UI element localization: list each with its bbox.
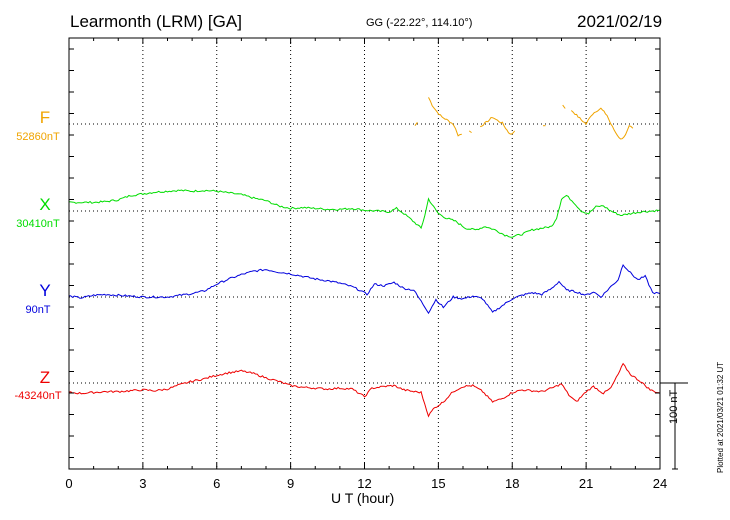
- z-baseline-value: -43240nT: [14, 390, 62, 402]
- x-axis: 0 3 6 9 12 15 18 21 24: [65, 37, 667, 491]
- f-baseline-value: 52860nT: [16, 131, 60, 143]
- grid-lines: [69, 38, 660, 469]
- x-tick-label: 18: [505, 476, 519, 491]
- y-component-trace: [68, 263, 661, 315]
- f-component-trace: [562, 104, 566, 109]
- scale-bar: [660, 382, 688, 470]
- scale-bar-label: 100 nT: [668, 389, 680, 424]
- x-baseline-value: 30410nT: [16, 218, 60, 230]
- x-axis-label: U T (hour): [331, 490, 395, 506]
- x-tick-label: 12: [357, 476, 371, 491]
- z-component-label: Z: [39, 368, 51, 387]
- f-component-trace: [468, 130, 472, 134]
- f-component-trace: [414, 122, 418, 126]
- f-component-label: F: [39, 108, 51, 127]
- x-tick-label: 15: [431, 476, 445, 491]
- x-tick-label: 6: [213, 476, 220, 491]
- x-tick-label: 3: [139, 476, 146, 491]
- station-title: Learmonth (LRM) [GA]: [70, 12, 242, 31]
- station-coordinates: GG (-22.22°, 114.10°): [366, 17, 473, 29]
- f-component-trace: [570, 107, 634, 140]
- plotted-timestamp: Plotted at 2021/03/21 01:32 UT: [716, 361, 725, 473]
- x-tick-label: 9: [287, 476, 294, 491]
- z-component-trace: [68, 362, 661, 418]
- plot-date: 2021/02/19: [577, 12, 663, 31]
- f-component-trace: [428, 97, 462, 137]
- f-component-trace: [480, 116, 516, 135]
- x-component-trace: [68, 189, 661, 238]
- x-tick-label: 21: [579, 476, 593, 491]
- series-traces: [68, 97, 661, 418]
- y-component-label: Y: [39, 281, 51, 300]
- x-tick-label: 24: [653, 476, 667, 491]
- y-baseline-value: 90nT: [25, 304, 51, 316]
- x-tick-label: 0: [65, 476, 72, 491]
- x-component-label: X: [39, 195, 51, 214]
